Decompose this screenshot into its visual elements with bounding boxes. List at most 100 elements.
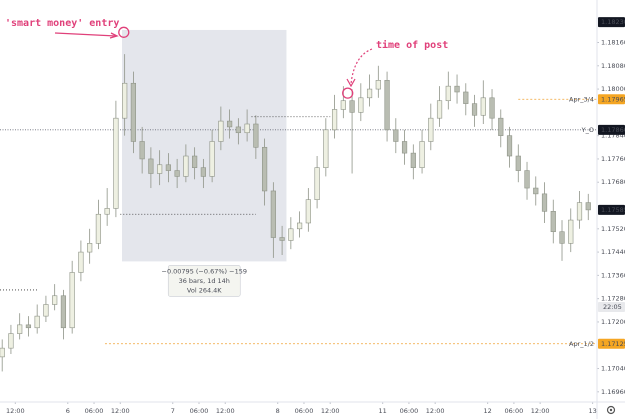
annotation-circle bbox=[118, 26, 130, 38]
measure-label-box bbox=[167, 265, 241, 297]
price-tag bbox=[598, 338, 625, 349]
y-tick-label: 1.17040 bbox=[601, 365, 625, 373]
candle-body bbox=[445, 85, 451, 102]
candle-body bbox=[480, 97, 486, 116]
candle-body bbox=[78, 251, 84, 273]
candle-body bbox=[340, 100, 346, 110]
y-tick-label: 1.17760 bbox=[601, 155, 625, 163]
candle-body bbox=[8, 333, 14, 349]
y-tick-label: 1.16960 bbox=[601, 388, 625, 396]
candle-body bbox=[87, 243, 93, 253]
candle-body bbox=[235, 126, 241, 134]
candle-body bbox=[375, 80, 381, 90]
candle-body bbox=[218, 120, 224, 142]
candle-body bbox=[550, 211, 556, 233]
x-tick-label: 7 bbox=[171, 407, 175, 415]
x-tick-label: 12:00 bbox=[321, 407, 340, 415]
candle-body bbox=[52, 295, 58, 305]
candle-body bbox=[262, 146, 268, 192]
candle-body bbox=[209, 141, 215, 177]
annotation-arrow bbox=[54, 32, 117, 37]
candle-body bbox=[576, 202, 583, 221]
candle-body bbox=[253, 123, 259, 148]
candle-body bbox=[227, 120, 233, 128]
y-tick-label: 1.17520 bbox=[601, 225, 625, 233]
measure-label: 36 bars, 1d 14h bbox=[179, 277, 230, 285]
annotation-circle bbox=[342, 87, 354, 99]
candle-body bbox=[349, 100, 355, 113]
y-tick-label: 1.17280 bbox=[601, 295, 625, 303]
gear[interactable] bbox=[606, 405, 616, 415]
candle-body bbox=[541, 193, 548, 212]
price-tag-label: 1.17585 bbox=[601, 206, 625, 214]
candle-body bbox=[454, 85, 460, 93]
candle-body bbox=[314, 167, 320, 200]
x-tick-label: 12:00 bbox=[216, 407, 235, 415]
y-tick-label: 1.18000 bbox=[601, 85, 625, 93]
annotation-text: 'smart money' entry bbox=[5, 18, 119, 29]
price-tag-label: 1.18230 bbox=[601, 18, 625, 26]
candle-body bbox=[533, 187, 539, 195]
candle-body bbox=[270, 190, 276, 238]
candle-body bbox=[568, 219, 574, 244]
y-tick-label: 1.17440 bbox=[601, 248, 625, 256]
candle-body bbox=[506, 135, 513, 157]
annotation-arrowhead bbox=[109, 32, 119, 39]
annotation-text: time of post bbox=[376, 39, 448, 51]
candle-body bbox=[498, 117, 504, 136]
candle-body bbox=[559, 231, 565, 244]
price-tag-label: 1.17125 bbox=[601, 340, 625, 348]
x-tick-label: 12:00 bbox=[111, 407, 130, 415]
candle-body bbox=[165, 164, 171, 171]
candle-body bbox=[279, 237, 285, 241]
x-tick-label: 06:00 bbox=[295, 407, 314, 415]
countdown-tag bbox=[598, 302, 625, 312]
annotation-arrowhead bbox=[346, 78, 356, 88]
measure-label: −0.00795 (−0.67%) −159 bbox=[162, 267, 247, 275]
level-label: Y_O bbox=[581, 126, 594, 134]
candles bbox=[0, 54, 591, 372]
price-tag bbox=[598, 204, 625, 215]
price-tag-label: 1.17860 bbox=[601, 126, 625, 134]
candle-body bbox=[0, 347, 5, 358]
candle-body bbox=[25, 324, 32, 329]
candle-body bbox=[515, 155, 521, 171]
candle-body bbox=[113, 117, 119, 209]
x-tick-label: 06:00 bbox=[400, 407, 419, 415]
price-tag bbox=[598, 17, 625, 28]
x-tick-label: 12:00 bbox=[531, 407, 550, 415]
y-tick-label: 1.17360 bbox=[601, 271, 625, 279]
y-tick-label: 1.18160 bbox=[601, 38, 625, 46]
x-tick-label: 8 bbox=[276, 407, 280, 415]
candle-body bbox=[60, 295, 67, 329]
candle-body bbox=[384, 80, 390, 131]
candle-body bbox=[174, 170, 180, 177]
candle-body bbox=[331, 109, 338, 131]
candle-body bbox=[148, 158, 154, 174]
y-tick-label: 1.17200 bbox=[601, 318, 625, 326]
x-tick-label: 12:00 bbox=[426, 407, 445, 415]
gear-center[interactable] bbox=[609, 408, 613, 412]
settings-icon[interactable] bbox=[606, 405, 616, 415]
y-tick-label: 1.17840 bbox=[601, 132, 625, 140]
x-tick-label: 06:00 bbox=[190, 407, 209, 415]
measure-label: Vol 264.4K bbox=[187, 286, 222, 294]
x-tick-label: 11 bbox=[379, 407, 387, 415]
candle-body bbox=[244, 123, 250, 134]
candle-body bbox=[471, 103, 478, 116]
level-label: Apr_3/4 bbox=[569, 95, 594, 103]
candle-body bbox=[366, 88, 373, 99]
candle-body bbox=[69, 272, 75, 329]
y-tick-label: 1.18080 bbox=[601, 62, 625, 70]
candle-body bbox=[436, 100, 443, 119]
measure-box bbox=[122, 29, 287, 262]
y-tick-label: 1.17680 bbox=[601, 178, 625, 186]
price-tag bbox=[598, 94, 625, 105]
candle-body bbox=[157, 164, 163, 174]
back-layer bbox=[0, 29, 597, 345]
candle-body bbox=[323, 129, 329, 168]
x-tick-label: 12:00 bbox=[6, 407, 25, 415]
candle-body bbox=[200, 167, 206, 177]
x-tick-label: 13 bbox=[588, 407, 596, 415]
candle-body bbox=[130, 82, 136, 142]
